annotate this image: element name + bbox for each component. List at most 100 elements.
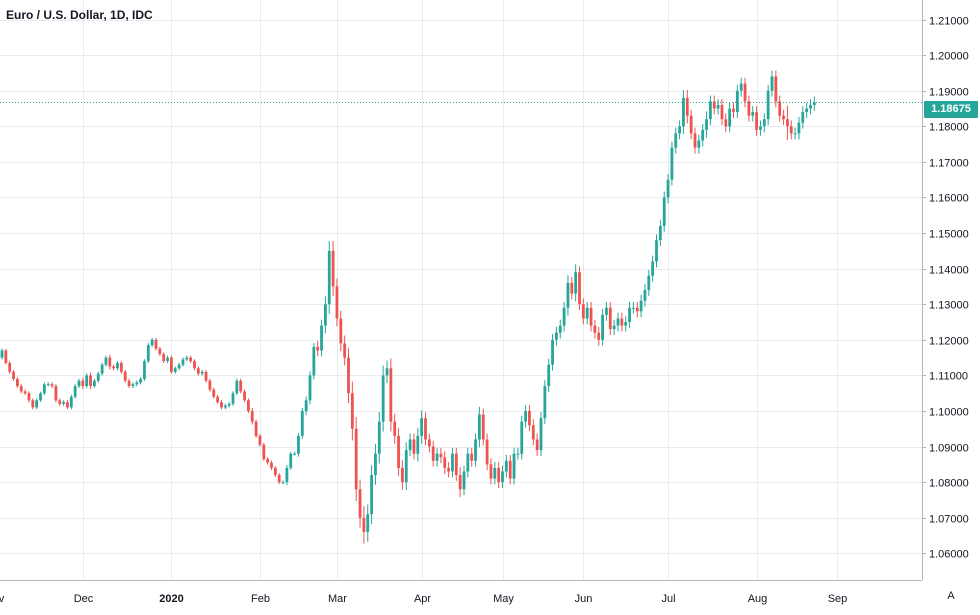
- candle-body: [185, 357, 189, 360]
- candle-body: [362, 517, 366, 532]
- candle-body: [547, 364, 551, 387]
- price-tick-label: 1.15000: [929, 229, 969, 241]
- candle: [408, 433, 412, 456]
- candle: [285, 464, 289, 486]
- candle: [724, 113, 728, 133]
- candle: [508, 454, 512, 485]
- candle-body: [735, 90, 739, 113]
- candle: [19, 384, 23, 394]
- candle-body: [189, 357, 193, 362]
- candle-body: [204, 371, 208, 381]
- candle-body: [243, 391, 246, 401]
- candle-body: [297, 435, 300, 454]
- candle-body: [231, 393, 235, 404]
- candle-body: [66, 402, 69, 408]
- candle: [555, 326, 558, 346]
- price-tick-label: 1.20000: [929, 51, 969, 63]
- candle: [481, 408, 485, 446]
- candle: [701, 124, 705, 147]
- price-tick-label: 1.17000: [929, 158, 969, 170]
- candle: [435, 447, 439, 467]
- candle-body: [431, 446, 435, 461]
- candle: [497, 462, 501, 489]
- auto-scale-button[interactable]: A: [947, 590, 955, 602]
- candle-body: [462, 471, 466, 490]
- price-tick-label: 1.11000: [929, 371, 968, 383]
- candle-body: [497, 467, 501, 483]
- axes: [0, 0, 923, 581]
- candle: [420, 410, 424, 444]
- last-price-tag: 1.18675: [924, 101, 978, 118]
- candle-body: [501, 471, 504, 483]
- candle-body: [62, 402, 65, 404]
- price-tick-label: 1.19000: [929, 87, 969, 99]
- candle: [343, 335, 347, 366]
- candle-body: [343, 343, 347, 358]
- candle: [81, 377, 85, 390]
- time-tick-label: Jun: [575, 593, 593, 605]
- candle-body: [466, 453, 470, 472]
- candle: [189, 355, 193, 364]
- candle-body: [73, 386, 77, 397]
- candle-body: [139, 378, 142, 383]
- candle-body: [581, 304, 585, 319]
- candle-body: [635, 307, 639, 312]
- candle-body: [478, 414, 481, 440]
- candle-body: [100, 364, 104, 374]
- time-tick-label: Feb: [251, 593, 270, 605]
- candle: [786, 105, 789, 141]
- candle-body: [666, 179, 670, 198]
- candle-body: [404, 450, 408, 483]
- candle: [23, 389, 27, 396]
- candle-body: [716, 104, 720, 109]
- candle: [670, 141, 674, 186]
- candle-body: [481, 414, 485, 440]
- candle-body: [678, 126, 681, 134]
- candle: [424, 412, 427, 446]
- candle-body: [508, 460, 512, 479]
- candle: [766, 84, 770, 126]
- candle: [501, 465, 504, 489]
- candle: [666, 173, 670, 204]
- candle: [374, 443, 377, 485]
- candle: [427, 433, 431, 453]
- candle: [324, 296, 327, 334]
- candle: [243, 389, 246, 403]
- candle: [401, 460, 404, 490]
- candle-body: [250, 410, 254, 422]
- candle: [635, 301, 639, 318]
- candle-body: [782, 115, 785, 120]
- candle: [639, 294, 643, 318]
- time-axis-labels[interactable]: ov Dec 2020 Feb Mar Apr May Jun Jul Aug Sep: [0, 593, 847, 605]
- candle: [247, 398, 250, 413]
- candle: [154, 337, 158, 351]
- candle: [504, 454, 508, 478]
- candle: [46, 382, 50, 387]
- candle: [574, 264, 578, 302]
- candle-body: [766, 90, 770, 120]
- candle-body: [805, 108, 809, 113]
- candle-body: [8, 362, 12, 372]
- time-tick-label: Jul: [661, 593, 675, 605]
- candle-body: [216, 396, 219, 403]
- candle: [593, 319, 597, 339]
- candle-body: [300, 410, 304, 436]
- candle: [493, 462, 497, 485]
- price-tick-label: 1.07000: [929, 514, 969, 526]
- candle: [116, 360, 119, 371]
- candle-body: [685, 97, 689, 116]
- candle: [662, 191, 666, 232]
- candle: [93, 378, 96, 389]
- price-axis-labels[interactable]: 1.06000 1.07000 1.08000 1.09000 1.10000 1.110…: [922, 16, 969, 561]
- candle-body: [812, 102, 816, 105]
- candle: [162, 352, 166, 364]
- candle: [478, 406, 481, 448]
- candle: [254, 419, 258, 438]
- price-tick-label: 1.18000: [929, 122, 969, 134]
- candle-body: [54, 386, 58, 401]
- candle-body: [123, 371, 127, 381]
- candle: [601, 309, 604, 346]
- candle: [362, 505, 366, 544]
